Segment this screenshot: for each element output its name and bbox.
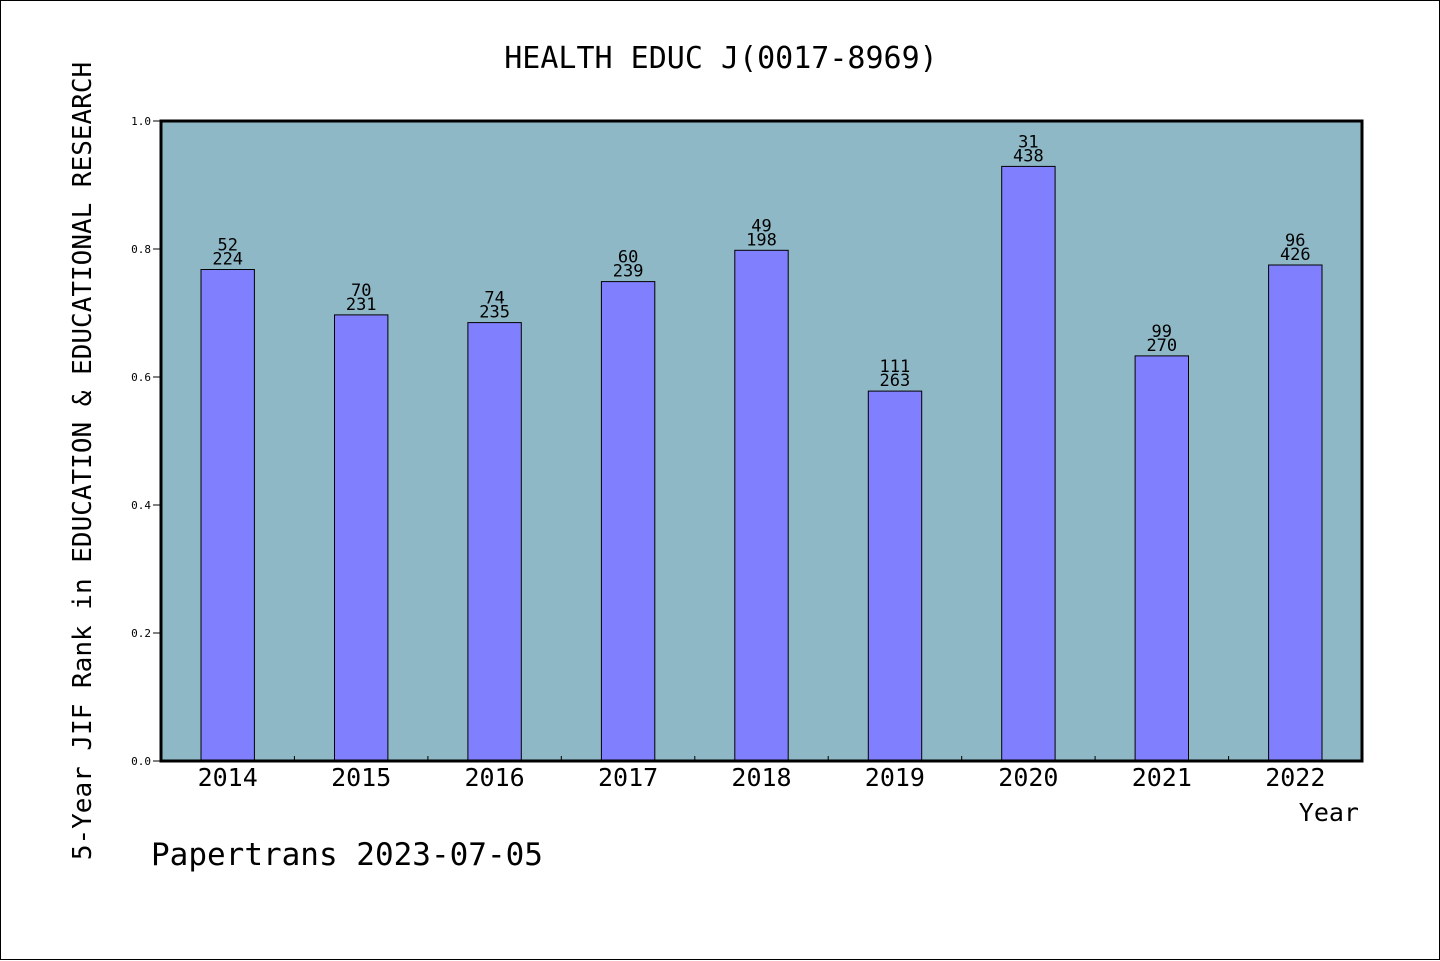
bar-rank-label-2015: 70 (351, 281, 371, 301)
y-tick-label-0.0: 0.0 (131, 755, 151, 768)
bar-rank-label-2018: 49 (751, 216, 771, 236)
bar-total-label-2016: 235 (479, 303, 510, 323)
y-tick-label-0.8: 0.8 (131, 243, 151, 256)
y-tick-label-0.6: 0.6 (131, 371, 151, 384)
plot-frame (159, 119, 1364, 763)
bar-rank-label-2020: 31 (1018, 132, 1038, 152)
bar-rank-label-2017: 60 (618, 248, 638, 268)
bar-total-label-2018: 198 (746, 230, 777, 250)
bar-total-label-2014: 224 (212, 250, 243, 270)
bar-rank-label-2014: 52 (217, 236, 237, 256)
bar-rank-label-2022: 96 (1285, 231, 1305, 251)
x-tick-label-2019: 2019 (865, 763, 925, 792)
bar-rank-label-2019: 111 (880, 357, 911, 377)
bar-2019 (867, 390, 923, 762)
y-axis-label: 5-Year JIF Rank in EDUCATION & EDUCATION… (68, 62, 98, 860)
bar-2022 (1268, 264, 1323, 762)
bar-2016 (467, 322, 522, 762)
x-tick-label-2022: 2022 (1265, 763, 1325, 792)
bar-2018 (734, 249, 789, 762)
x-tick-label-2017: 2017 (598, 763, 658, 792)
x-tick-label-2018: 2018 (731, 763, 791, 792)
x-axis-label: Year (1299, 798, 1359, 827)
bar-2021 (1134, 355, 1189, 762)
bar-total-label-2017: 239 (613, 262, 644, 282)
bar-2017 (600, 281, 656, 762)
bar-2015 (334, 314, 389, 762)
bar-rank-label-2016: 74 (484, 289, 504, 309)
bar-2020 (1001, 165, 1056, 762)
x-tick-label-2015: 2015 (331, 763, 391, 792)
bar-2014 (200, 269, 255, 762)
x-tick-label-2014: 2014 (198, 763, 258, 792)
bar-rank-label-2021: 99 (1152, 322, 1172, 342)
y-tick-label-0.4: 0.4 (131, 499, 151, 512)
footer-credit: Papertrans 2023-07-05 (151, 837, 543, 873)
x-tick-label-2016: 2016 (464, 763, 524, 792)
x-tick-label-2020: 2020 (998, 763, 1058, 792)
y-tick-label-0.2: 0.2 (131, 627, 151, 640)
bar-total-label-2020: 438 (1013, 146, 1044, 166)
bar-total-label-2021: 270 (1146, 336, 1177, 356)
bar-total-label-2019: 263 (880, 371, 911, 391)
y-tick-label-1.0: 1.0 (131, 115, 151, 128)
x-tick-label-2021: 2021 (1132, 763, 1192, 792)
bar-total-label-2015: 231 (346, 295, 377, 315)
chart-title: HEALTH EDUC J(0017-8969) (504, 41, 937, 76)
bar-total-label-2022: 426 (1280, 245, 1311, 265)
